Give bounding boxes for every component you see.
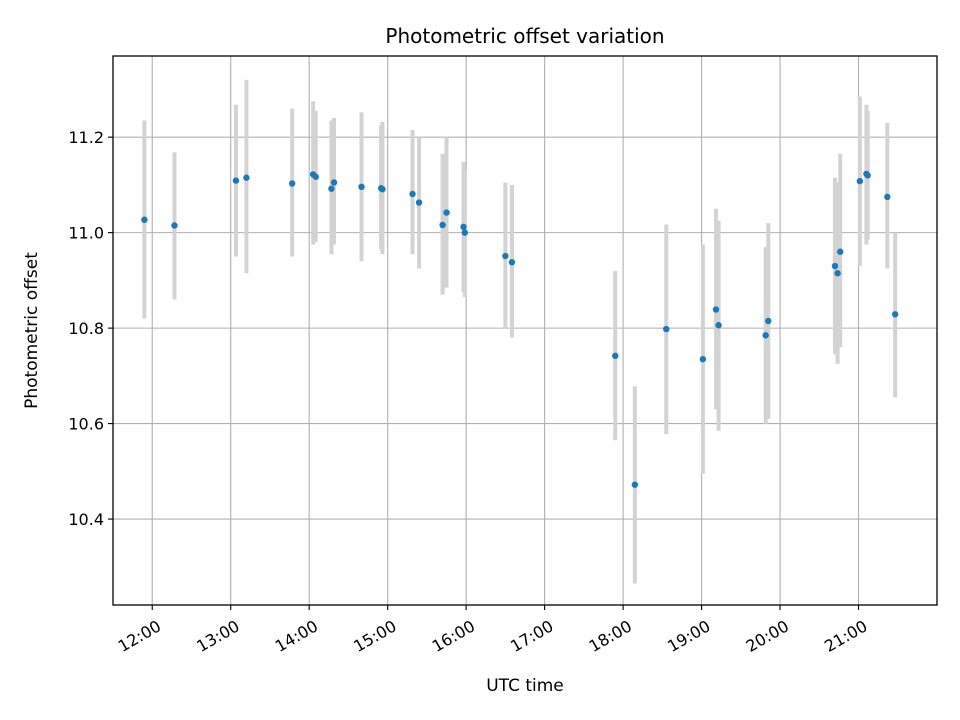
chart-title: Photometric offset variation xyxy=(385,24,664,48)
data-point xyxy=(232,177,240,184)
data-point xyxy=(439,221,446,229)
data-point xyxy=(312,173,319,180)
data-point xyxy=(330,179,338,186)
data-point xyxy=(864,172,871,179)
y-tick-label: 10.4 xyxy=(68,510,104,529)
data-point xyxy=(712,306,720,313)
y-tick-label: 11.2 xyxy=(68,128,104,147)
x-axis-label: UTC time xyxy=(486,676,564,696)
data-point xyxy=(663,325,670,333)
data-point xyxy=(288,180,296,187)
data-point xyxy=(631,481,639,488)
data-point xyxy=(415,199,423,206)
data-point xyxy=(699,355,707,363)
y-tick-label: 11.0 xyxy=(68,224,104,243)
plot-frame xyxy=(112,55,938,606)
data-point xyxy=(243,174,250,181)
data-point xyxy=(837,248,844,255)
y-tick-label: 10.8 xyxy=(68,319,104,338)
data-point xyxy=(409,190,416,198)
y-tick-label: 10.6 xyxy=(68,415,104,434)
data-point xyxy=(508,259,516,266)
y-axis-ticks: 10.4 10.6 10.8 11.0 11.2 xyxy=(68,128,113,529)
data-point xyxy=(834,270,841,277)
data-point xyxy=(762,332,769,339)
data-point xyxy=(715,322,722,329)
data-point xyxy=(765,317,772,325)
data-point xyxy=(358,183,365,191)
data-point xyxy=(461,229,469,236)
data-point xyxy=(891,311,899,318)
data-point xyxy=(379,185,386,193)
data-point xyxy=(884,193,891,201)
data-point xyxy=(328,185,335,192)
y-axis-label: Photometric offset xyxy=(22,252,42,409)
data-points xyxy=(141,170,899,488)
data-point xyxy=(171,222,178,229)
data-point xyxy=(831,262,839,270)
data-point xyxy=(460,223,467,231)
data-point xyxy=(612,352,619,360)
data-point xyxy=(502,252,509,260)
data-point xyxy=(443,209,450,216)
data-point xyxy=(141,216,148,223)
data-point xyxy=(856,177,864,185)
